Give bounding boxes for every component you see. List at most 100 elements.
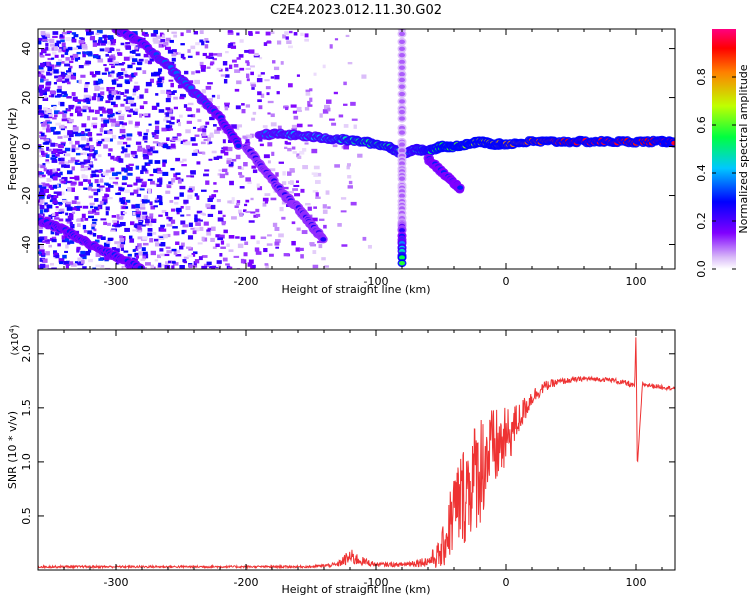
noise-speckle: [137, 243, 142, 248]
noise-speckle: [121, 122, 127, 126]
noise-speckle: [75, 159, 80, 163]
noise-speckle: [112, 61, 119, 64]
noise-speckle: [222, 61, 228, 66]
noise-speckle: [83, 187, 88, 190]
noise-speckle: [78, 181, 84, 186]
noise-speckle: [166, 145, 173, 150]
noise-speckle: [71, 211, 76, 214]
noise-speckle: [39, 115, 45, 118]
noise-speckle: [94, 158, 98, 161]
noise-speckle: [211, 194, 217, 198]
noise-speckle: [160, 39, 166, 43]
noise-speckle: [112, 39, 117, 44]
noise-speckle: [141, 224, 146, 227]
noise-speckle: [108, 74, 112, 77]
noise-speckle: [44, 202, 48, 206]
noise-speckle: [114, 62, 119, 66]
noise-speckle: [124, 74, 129, 77]
noise-speckle: [323, 224, 327, 229]
noise-speckle: [136, 214, 141, 218]
noise-speckle: [224, 106, 229, 111]
noise-speckle: [144, 88, 149, 94]
noise-speckle: [70, 157, 76, 162]
noise-speckle: [185, 129, 191, 134]
noise-speckle: [56, 191, 62, 196]
noise-speckle: [172, 137, 178, 141]
noise-speckle: [144, 33, 149, 37]
noise-speckle: [285, 107, 289, 111]
noise-speckle: [315, 196, 321, 199]
noise-speckle: [116, 171, 122, 175]
tone-track-point: [671, 140, 675, 146]
noise-speckle: [67, 215, 74, 221]
noise-speckle: [58, 191, 65, 196]
noise-speckle: [70, 75, 77, 80]
noise-speckle: [58, 203, 62, 206]
noise-speckle: [205, 121, 210, 125]
noise-speckle: [251, 165, 256, 169]
noise-speckle: [88, 153, 94, 157]
noise-speckle: [38, 239, 43, 243]
noise-speckle: [53, 250, 57, 255]
noise-speckle: [46, 121, 52, 124]
noise-speckle: [55, 254, 60, 259]
noise-speckle: [107, 35, 114, 40]
noise-speckle: [108, 90, 115, 94]
noise-speckle: [64, 63, 71, 67]
noise-speckle: [144, 139, 148, 143]
noise-speckle: [94, 179, 99, 184]
noise-speckle: [53, 106, 57, 110]
noise-speckle: [111, 247, 117, 251]
noise-speckle: [136, 193, 142, 197]
noise-speckle: [275, 239, 281, 243]
noise-speckle: [187, 189, 194, 193]
noise-speckle: [101, 138, 106, 142]
noise-speckle: [88, 182, 93, 188]
noise-speckle: [93, 206, 98, 210]
noise-speckle: [222, 139, 226, 144]
noise-speckle: [148, 222, 153, 227]
noise-speckle: [238, 209, 242, 214]
noise-speckle: [51, 94, 55, 98]
noise-speckle: [169, 121, 175, 125]
noise-speckle: [57, 183, 61, 188]
noise-speckle: [56, 168, 61, 171]
noise-speckle: [229, 180, 234, 186]
noise-speckle: [264, 201, 269, 204]
noise-speckle: [213, 189, 219, 193]
noise-speckle: [61, 176, 68, 181]
noise-speckle: [120, 211, 125, 216]
noise-speckle: [225, 51, 229, 54]
noise-speckle: [47, 66, 53, 72]
tone-track-point: [399, 193, 405, 199]
noise-speckle: [66, 206, 73, 211]
noise-speckle: [64, 60, 70, 64]
noise-speckle: [40, 30, 46, 36]
noise-speckle: [227, 31, 234, 35]
noise-speckle: [57, 59, 63, 62]
noise-speckle: [145, 221, 151, 226]
noise-speckle: [361, 74, 367, 79]
noise-speckle: [53, 81, 57, 85]
tone-track-point: [399, 142, 405, 147]
noise-speckle: [121, 125, 125, 128]
noise-speckle: [90, 205, 94, 209]
noise-speckle: [43, 209, 48, 213]
noise-speckle: [77, 257, 83, 262]
noise-speckle: [147, 188, 151, 194]
noise-speckle: [100, 42, 106, 46]
tone-tracks-layer: [38, 29, 675, 269]
noise-speckle: [74, 196, 79, 200]
noise-speckle: [282, 34, 286, 39]
noise-speckle: [223, 146, 228, 151]
noise-speckle: [116, 155, 121, 160]
noise-speckle: [38, 144, 42, 147]
noise-speckle: [138, 221, 143, 226]
noise-speckle: [129, 77, 133, 82]
noise-speckle: [347, 61, 353, 65]
noise-speckle: [92, 40, 97, 43]
noise-speckle: [209, 116, 215, 121]
noise-speckle: [44, 188, 50, 193]
noise-speckle: [79, 152, 86, 155]
noise-speckle: [171, 248, 177, 252]
